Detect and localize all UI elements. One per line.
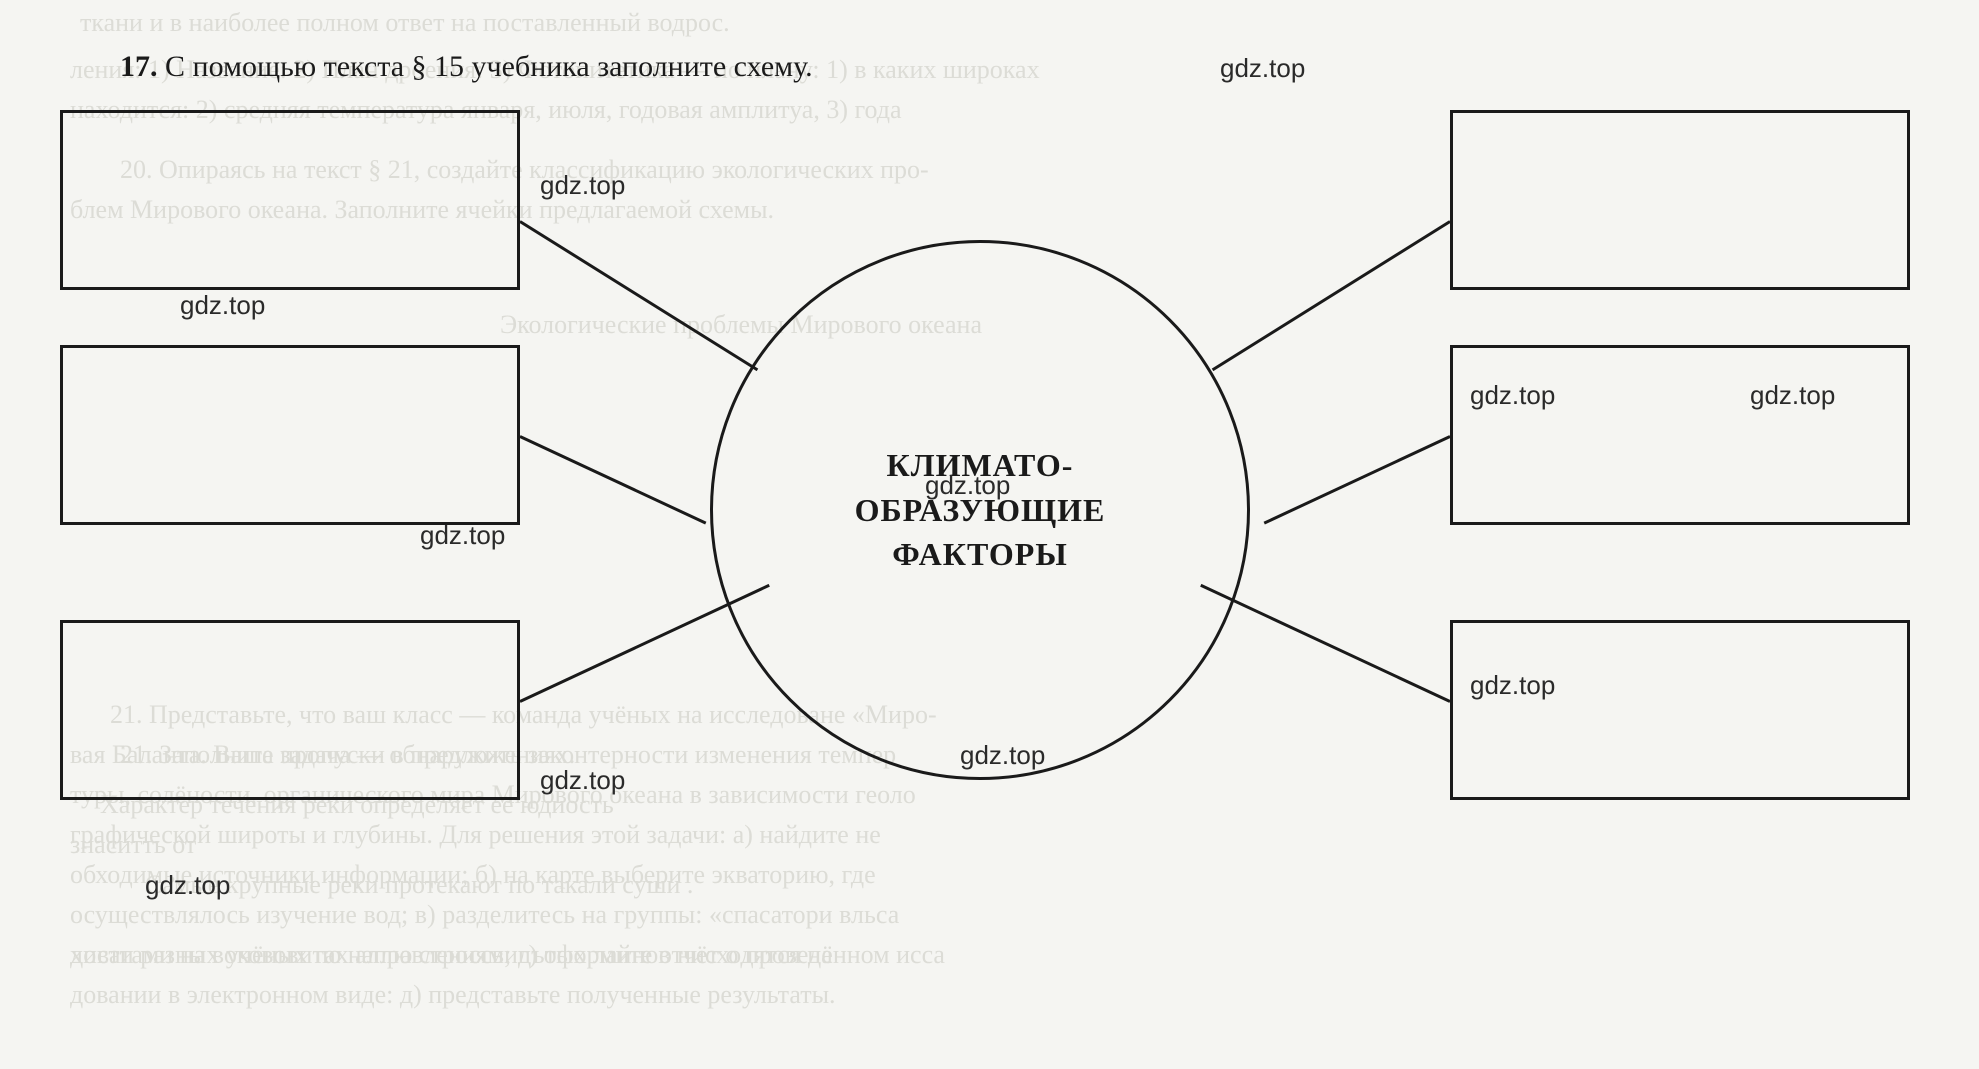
connector-line — [1200, 584, 1451, 703]
exercise-title: 17. С помощью текста § 15 учебника запол… — [120, 50, 813, 84]
watermark-text: gdz.top — [925, 470, 1010, 501]
center-label: КЛИМАТО-ОБРАЗУЮЩИЕФАКТОРЫ — [855, 443, 1106, 577]
watermark-text: gdz.top — [540, 765, 625, 796]
watermark-text: gdz.top — [420, 520, 505, 551]
faded-text-line: хиватами на вокововитах аллю строссвидът… — [70, 940, 833, 970]
diagram-box — [1450, 345, 1910, 525]
watermark-text: gdz.top — [1470, 380, 1555, 411]
cluster-diagram: КЛИМАТО-ОБРАЗУЮЩИЕФАКТОРЫ — [60, 110, 1920, 930]
diagram-box — [60, 345, 520, 525]
center-circle: КЛИМАТО-ОБРАЗУЮЩИЕФАКТОРЫ — [710, 240, 1250, 780]
connector-line — [519, 435, 706, 524]
watermark-text: gdz.top — [1750, 380, 1835, 411]
diagram-box — [60, 110, 520, 290]
watermark-text: gdz.top — [960, 740, 1045, 771]
faded-text-line: дости разных учёных по направлениям; г) … — [70, 940, 945, 970]
watermark-text: gdz.top — [1470, 670, 1555, 701]
watermark-text: gdz.top — [1220, 53, 1305, 84]
connector-line — [1264, 435, 1451, 524]
watermark-text: gdz.top — [145, 870, 230, 901]
watermark-text: gdz.top — [540, 170, 625, 201]
connector-line — [1212, 220, 1451, 371]
diagram-box — [60, 620, 520, 800]
watermark-text: gdz.top — [180, 290, 265, 321]
faded-text-line: ткани и в наиболее полном ответ на поста… — [80, 8, 730, 38]
exercise-text: С помощью текста § 15 учебника заполните… — [165, 50, 813, 83]
connector-line — [519, 220, 758, 371]
page: ткани и в наиболее полном ответ на поста… — [0, 0, 1979, 1069]
exercise-number: 17. — [120, 50, 158, 83]
faded-text-line: довании в электронном виде: д) представь… — [70, 980, 836, 1010]
diagram-box — [1450, 110, 1910, 290]
diagram-box — [1450, 620, 1910, 800]
